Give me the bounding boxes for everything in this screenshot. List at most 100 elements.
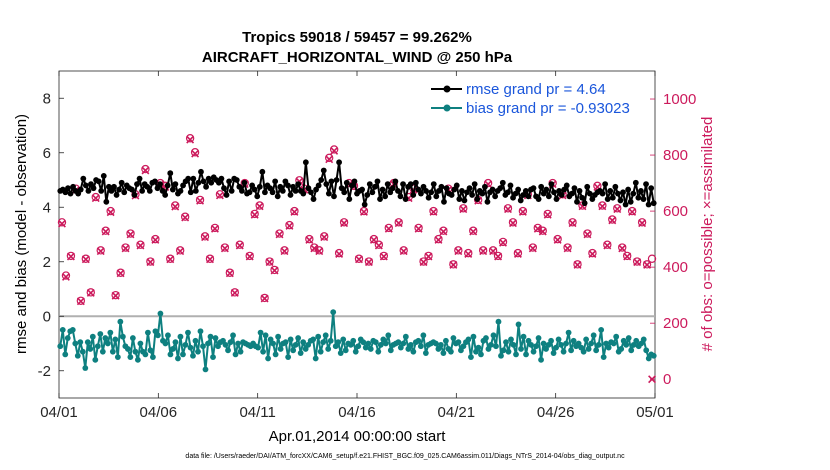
rmse-point [563, 182, 570, 189]
bias-point [595, 341, 602, 348]
rmse-point [492, 193, 499, 200]
assimilated-obs-stroke [434, 235, 443, 244]
assimilated-obs-stroke [96, 247, 105, 256]
legend-bias-label: bias grand pr = -0.93023 [466, 100, 630, 117]
rmse-point [328, 178, 335, 185]
bias-point [493, 343, 499, 350]
rmse-point [602, 181, 609, 187]
rmse-point [333, 177, 340, 183]
possible-obs-marker [563, 243, 572, 252]
possible-obs-marker [439, 226, 448, 235]
bias-point [385, 332, 392, 339]
assimilated-obs-marker [449, 260, 458, 269]
rmse-point [169, 186, 176, 193]
bias-point [628, 347, 635, 354]
assimilated-obs-stroke [230, 288, 239, 297]
rmse-point [545, 193, 552, 200]
possible-obs-marker [513, 248, 523, 258]
rmse-point [162, 192, 169, 198]
rmse-point [430, 181, 437, 187]
possible-obs-marker [210, 223, 220, 233]
rmse-point [586, 190, 593, 197]
assimilated-obs-stroke [379, 252, 388, 261]
assimilated-obs-stroke [593, 183, 602, 191]
bias-point [129, 335, 136, 341]
bias-point [127, 354, 134, 361]
rmse-point [423, 188, 429, 194]
bias-point [177, 333, 184, 340]
rmse-point [395, 188, 401, 194]
possible-obs-marker [81, 254, 91, 263]
y-axis-label-right: # of obs: o=possible; ×=assimilated [699, 117, 716, 352]
assimilated-obs-stroke [126, 230, 135, 239]
assimilated-obs-stroke [608, 216, 617, 225]
rmse-point [441, 198, 447, 205]
rmse-point [497, 185, 504, 192]
assimilated-obs-marker [166, 255, 175, 264]
assimilated-obs-stroke [255, 202, 264, 211]
bias-point [235, 340, 241, 347]
assimilated-obs-marker [230, 288, 239, 297]
possible-obs-marker [369, 234, 379, 244]
possible-obs-marker [305, 234, 314, 244]
rmse-point [274, 193, 281, 200]
assimilated-obs-stroke [325, 155, 334, 164]
bias-point [352, 348, 359, 355]
bias-point [272, 351, 279, 358]
bias-point [310, 336, 317, 343]
bias-point [190, 352, 196, 359]
rmse-point [484, 198, 491, 205]
possible-obs-marker [250, 209, 259, 219]
bias-point [320, 339, 327, 346]
bias-point [500, 347, 507, 354]
bias-point [420, 332, 427, 339]
rmse-point [530, 185, 537, 192]
assimilated-obs-stroke [235, 241, 244, 250]
assimilated-obs-stroke [494, 252, 503, 261]
assimilated-obs-marker [648, 375, 656, 384]
rmse-point [474, 196, 481, 202]
bias-point [633, 337, 640, 344]
rmse-point [251, 186, 258, 193]
assimilated-obs-stroke [648, 375, 656, 384]
possible-obs-marker [255, 201, 264, 210]
assimilated-obs-marker [384, 224, 393, 233]
assimilated-obs-stroke [136, 241, 145, 250]
rmse-point [359, 186, 366, 193]
rmse-point [302, 159, 309, 166]
rmse-point [262, 189, 268, 196]
possible-obs-marker [608, 215, 617, 224]
assimilated-obs-marker [206, 255, 214, 264]
rmse-point [315, 182, 322, 189]
assimilated-obs-stroke [643, 260, 652, 269]
y-left-tick-label: 2 [43, 254, 51, 271]
bias-point [79, 348, 86, 355]
bias-point [530, 348, 537, 355]
bias-point [92, 356, 99, 363]
y-left-tick-label: 8 [43, 90, 51, 107]
possible-obs-marker [270, 265, 279, 275]
rmse-point [584, 183, 591, 190]
assimilated-obs-marker [638, 219, 647, 228]
bias-point [455, 339, 462, 346]
rmse-point [640, 196, 647, 202]
rmse-point [295, 181, 302, 187]
possible-obs-marker [359, 206, 369, 216]
rmse-point [522, 188, 529, 194]
rmse-point [139, 188, 146, 194]
bias-point [200, 343, 206, 350]
bias-point [355, 343, 362, 350]
bias-point [195, 348, 201, 355]
bias-point [515, 321, 522, 328]
assimilated-obs-stroke [250, 210, 259, 219]
possible-obs-marker [573, 260, 582, 269]
assimilated-obs-marker [196, 196, 205, 205]
assimilated-obs-marker [111, 291, 120, 300]
possible-obs-marker [151, 234, 160, 244]
assimilated-obs-marker [424, 252, 433, 261]
assimilated-obs-marker [106, 208, 115, 217]
assimilated-obs-marker [464, 250, 473, 258]
possible-obs-marker [57, 218, 67, 227]
assimilated-obs-marker [469, 227, 478, 236]
bias-point [185, 329, 191, 336]
